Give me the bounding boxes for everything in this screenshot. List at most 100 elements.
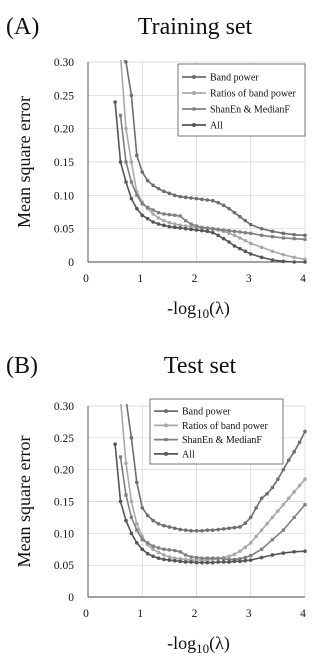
data-point	[205, 528, 210, 532]
data-point	[216, 560, 220, 564]
data-point	[167, 224, 172, 229]
data-point	[200, 228, 204, 233]
data-point	[292, 549, 296, 554]
data-point	[248, 541, 253, 545]
legend-marker	[164, 423, 168, 428]
data-point	[232, 244, 237, 248]
data-point	[303, 237, 307, 241]
data-point	[259, 496, 264, 501]
data-point	[205, 556, 209, 560]
data-point	[216, 556, 220, 560]
data-point	[238, 230, 242, 234]
data-point	[156, 546, 161, 550]
chart-title: Test set	[164, 353, 237, 379]
data-point	[286, 496, 291, 501]
legend-marker	[192, 107, 196, 111]
data-point	[205, 560, 210, 565]
data-point	[129, 531, 134, 536]
data-point	[124, 180, 128, 184]
data-point	[151, 183, 155, 188]
data-point	[297, 483, 302, 488]
y-tick-label: 0.25	[54, 90, 74, 102]
y-axis-label: Mean square error	[14, 96, 34, 228]
data-point	[254, 506, 258, 510]
data-point	[178, 223, 183, 228]
data-point	[248, 252, 253, 256]
data-point	[216, 233, 220, 238]
data-point	[156, 222, 161, 226]
data-point	[162, 553, 166, 557]
x-tick-label: 4	[300, 608, 306, 620]
data-point	[145, 216, 150, 221]
data-point	[151, 518, 155, 523]
data-point	[156, 186, 161, 191]
data-point	[194, 228, 199, 232]
data-point	[292, 260, 296, 264]
data-point	[167, 220, 172, 225]
data-point	[118, 160, 123, 164]
data-point	[140, 547, 145, 552]
data-point	[151, 220, 155, 224]
y-tick-label: 0.15	[54, 497, 74, 509]
data-point	[249, 231, 253, 235]
data-point	[292, 490, 296, 494]
y-tick-label: 0.20	[54, 465, 74, 477]
data-point	[194, 224, 199, 228]
data-point	[124, 160, 128, 164]
data-point	[281, 502, 286, 507]
data-point	[259, 555, 264, 560]
data-point	[173, 213, 177, 217]
data-point	[178, 557, 183, 561]
data-point	[248, 241, 253, 246]
data-point	[270, 553, 275, 557]
series-group	[113, 398, 307, 565]
data-point	[221, 560, 226, 564]
data-point	[200, 528, 204, 533]
x-tick-label: 1	[137, 608, 143, 620]
data-point	[200, 197, 204, 202]
data-point	[216, 227, 220, 231]
data-point	[265, 521, 269, 526]
data-point	[145, 178, 150, 183]
data-point	[129, 180, 133, 184]
data-point	[184, 219, 188, 223]
legend-marker	[192, 75, 196, 79]
data-point	[151, 208, 155, 212]
data-point	[173, 225, 177, 230]
data-point	[227, 560, 231, 564]
data-point	[259, 245, 264, 250]
data-point	[194, 196, 199, 201]
data-point	[151, 554, 155, 559]
data-point	[183, 528, 188, 532]
data-point	[119, 398, 123, 402]
data-point	[238, 246, 242, 251]
data-point	[167, 525, 172, 529]
data-point	[183, 557, 188, 562]
data-point	[156, 521, 161, 526]
data-point	[162, 223, 166, 228]
data-point	[124, 518, 128, 523]
x-axis-label-tail: (λ)	[209, 633, 230, 654]
data-point	[156, 216, 161, 220]
data-point	[178, 527, 183, 532]
data-point	[270, 249, 275, 254]
y-tick-label: 0.10	[54, 528, 74, 540]
legend-marker	[164, 409, 168, 414]
data-point	[210, 230, 215, 235]
y-tick-label: 0	[68, 257, 74, 269]
data-point	[254, 534, 258, 539]
data-point	[227, 229, 231, 233]
data-point	[232, 525, 237, 530]
data-point	[227, 554, 231, 559]
data-point	[162, 547, 166, 551]
data-point	[113, 100, 117, 104]
data-point	[183, 226, 188, 231]
data-point	[270, 538, 275, 542]
data-point	[183, 195, 188, 200]
data-point	[162, 523, 166, 528]
x-axis-label-main: -log	[167, 633, 196, 653]
data-point	[113, 54, 117, 58]
data-point	[303, 549, 307, 553]
data-point	[232, 557, 237, 562]
data-point	[167, 191, 172, 196]
